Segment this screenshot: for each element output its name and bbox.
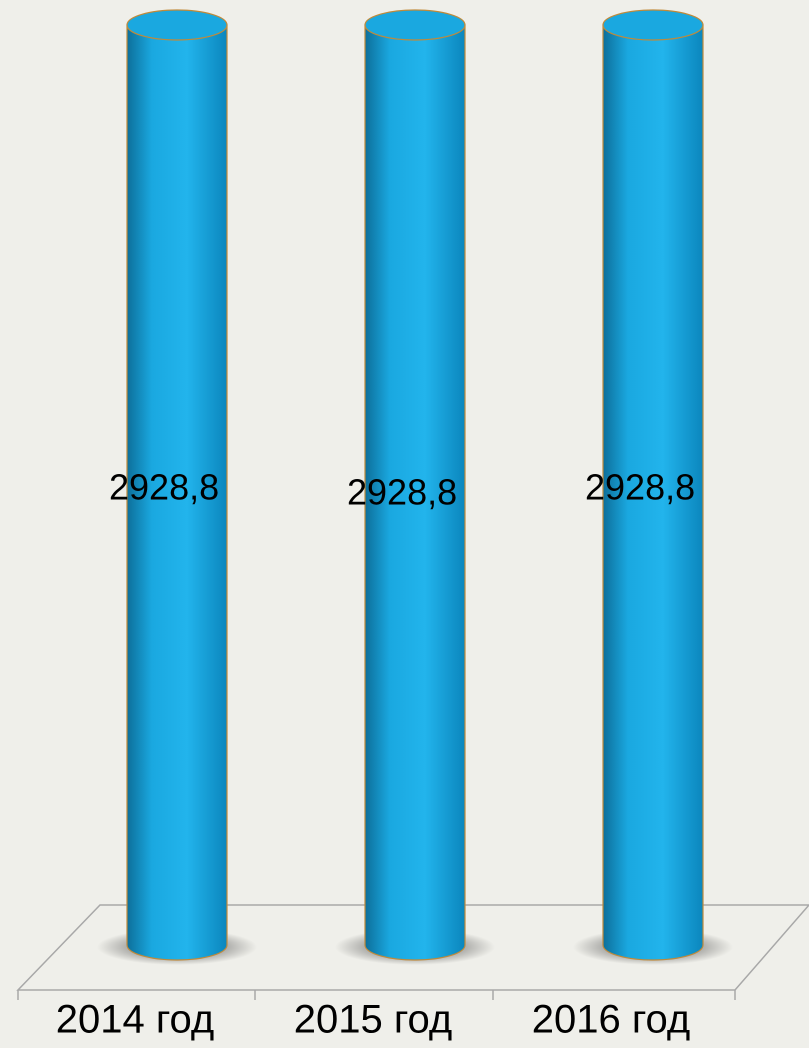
bar-top (364, 9, 466, 41)
data-label: 2928,8 (109, 467, 219, 508)
bar-top (602, 9, 704, 41)
bar (126, 24, 228, 961)
bar-top (126, 9, 228, 41)
x-tick-label: 2014 год (56, 998, 215, 1042)
data-label: 2928,8 (347, 472, 457, 513)
x-tick-label: 2016 год (532, 998, 691, 1042)
x-tick-label: 2015 год (294, 998, 453, 1042)
data-label: 2928,8 (585, 467, 695, 508)
bar (602, 24, 704, 961)
bar (364, 24, 466, 961)
